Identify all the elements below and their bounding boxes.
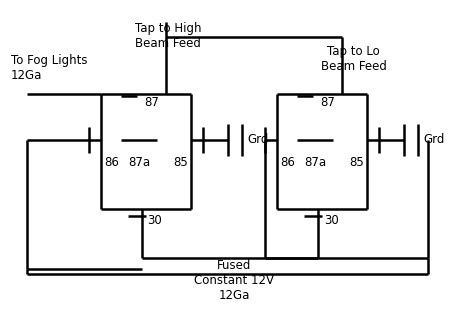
Text: 85: 85 [173, 155, 188, 169]
Text: 30: 30 [148, 214, 163, 227]
Text: To Fog Lights
12Ga: To Fog Lights 12Ga [11, 54, 87, 82]
Text: 87: 87 [144, 96, 159, 109]
Text: Grd: Grd [423, 133, 444, 146]
Text: Tap to High
Beam Feed: Tap to High Beam Feed [135, 22, 202, 49]
Text: 87a: 87a [128, 155, 150, 169]
Text: 87a: 87a [304, 155, 326, 169]
Text: Grd: Grd [247, 133, 268, 146]
Text: 30: 30 [324, 214, 338, 227]
Text: 85: 85 [349, 155, 363, 169]
Text: Tap to Lo
Beam Feed: Tap to Lo Beam Feed [321, 45, 387, 74]
Text: Fused
Constant 12V
12Ga: Fused Constant 12V 12Ga [194, 259, 274, 302]
Text: 86: 86 [105, 155, 120, 169]
Text: 86: 86 [281, 155, 295, 169]
Text: 87: 87 [320, 96, 335, 109]
